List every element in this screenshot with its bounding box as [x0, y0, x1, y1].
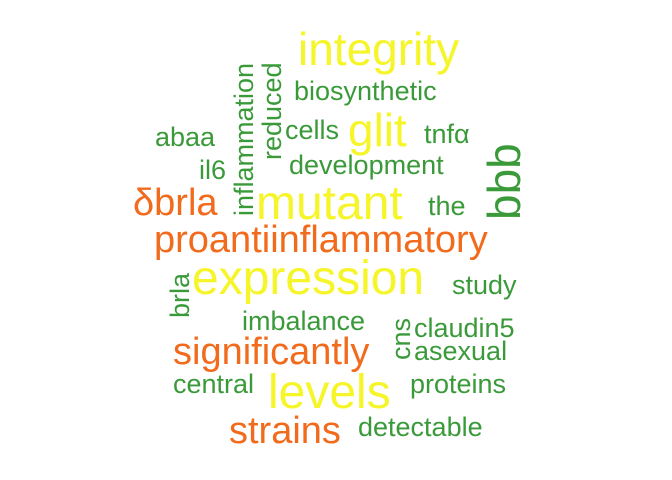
word-expression: expression	[192, 252, 425, 305]
word-integrity: integrity	[298, 23, 460, 75]
word-asexual: asexual	[414, 336, 508, 366]
word-bbb: bbb	[478, 143, 530, 220]
word-cns: cns	[386, 317, 416, 360]
word-detectable: detectable	[358, 412, 483, 442]
word-il6: il6	[199, 155, 227, 185]
word-proteins: proteins	[410, 369, 507, 399]
word-development: development	[289, 150, 444, 180]
word-brla: brla	[165, 272, 195, 318]
word-inflammation: inflammation	[229, 62, 259, 216]
word-strains: strains	[229, 410, 341, 452]
word-tnfa: tnfα	[424, 119, 470, 149]
word-abaa: abaa	[155, 122, 216, 152]
word-study: study	[452, 270, 517, 300]
word-imbalance: imbalance	[242, 306, 366, 336]
word-reduced: reduced	[257, 62, 287, 160]
word-proantiinflammatory: proantiinflammatory	[154, 219, 488, 261]
word-cells: cells	[285, 115, 340, 145]
word-the: the	[428, 191, 466, 221]
word-dbrla: δbrla	[133, 182, 218, 224]
word-biosynthetic: biosynthetic	[294, 76, 437, 106]
word-levels: levels	[268, 366, 391, 419]
word-glit: glit	[348, 104, 407, 156]
word-significantly: significantly	[173, 331, 370, 373]
word-claudin5: claudin5	[414, 313, 515, 343]
word-mutant: mutant	[256, 177, 403, 230]
word-central: central	[173, 369, 255, 399]
